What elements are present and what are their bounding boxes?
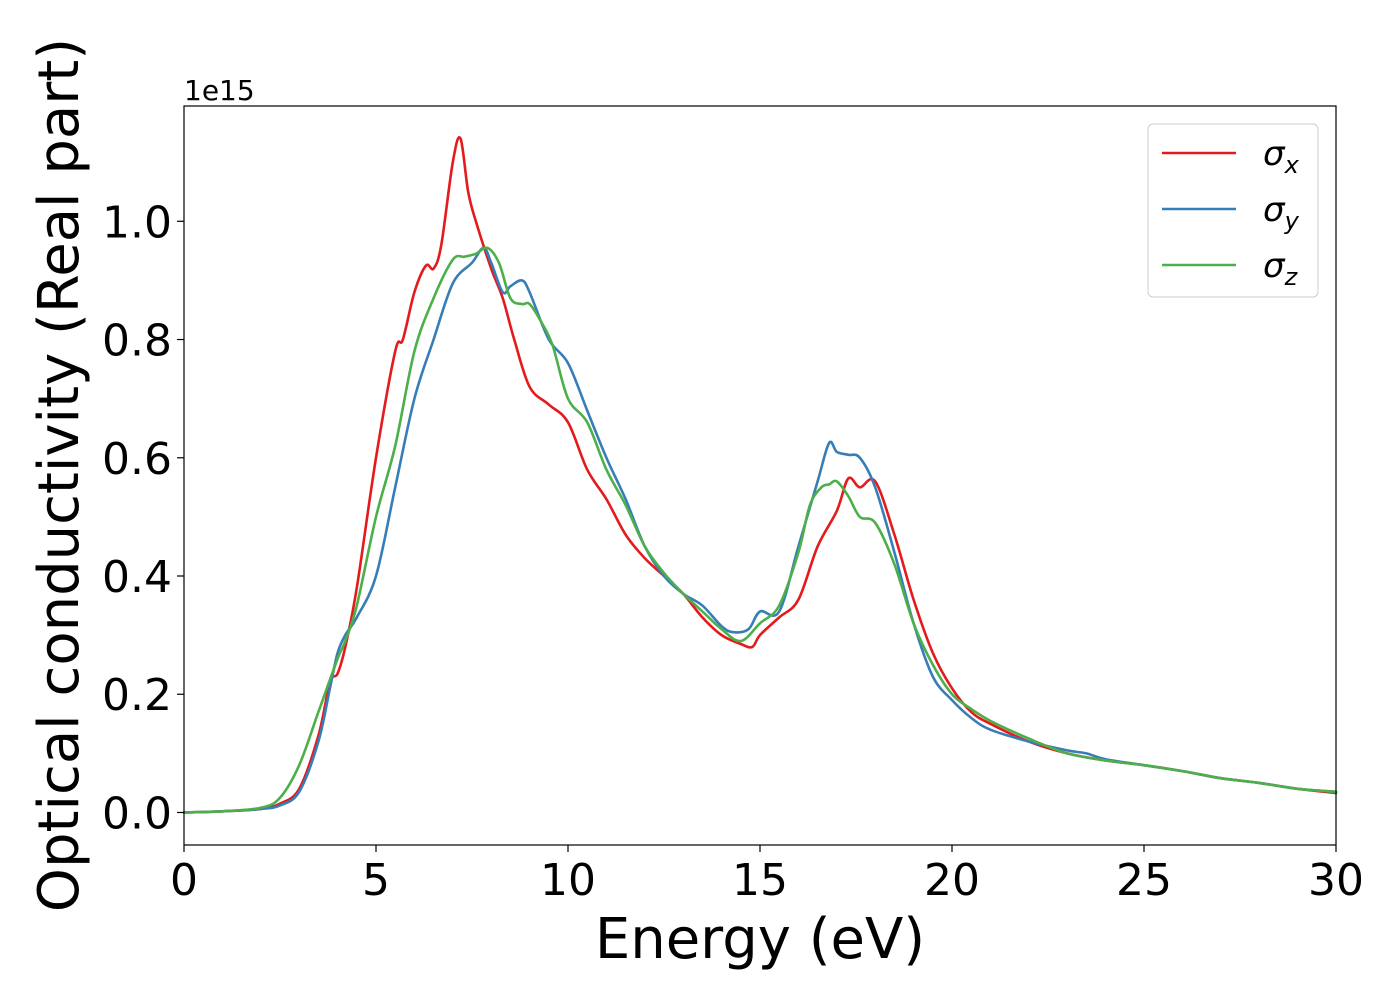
x-tick-label: 5 [362, 855, 390, 906]
plot-background [184, 106, 1336, 845]
legend-frame [1147, 123, 1319, 298]
series-layer [182, 136, 1338, 814]
y-axis-label: Optical conductivity (Real part) [27, 38, 92, 912]
y-axis-ticks: 0.0 0.2 0.4 0.6 0.8 1.0 [102, 197, 184, 839]
y-tick-label: 0.2 [102, 670, 172, 721]
series-line-z [182, 246, 1338, 814]
legend-subscript: x [1284, 151, 1300, 179]
legend-label-x: σx [1263, 134, 1300, 179]
legend-subscript: z [1284, 263, 1299, 291]
y-offset-label: 1e15 [184, 74, 255, 107]
legend-label-y: σy [1263, 190, 1300, 235]
legend-subscript: y [1284, 207, 1300, 235]
x-tick-label: 25 [1116, 855, 1172, 906]
y-tick-label: 1.0 [102, 197, 172, 248]
x-axis-label: Energy (eV) [595, 907, 925, 972]
y-tick-label: 0.0 [102, 788, 172, 839]
series-line-x [182, 136, 1338, 814]
x-axis-ticks: 0 5 10 15 20 25 30 [170, 845, 1364, 906]
legend-symbol: σ [1263, 190, 1286, 230]
legend-symbol: σ [1263, 246, 1286, 286]
x-tick-label: 15 [732, 855, 788, 906]
y-tick-label: 0.6 [102, 434, 172, 485]
x-tick-label: 0 [170, 855, 198, 906]
y-tick-label: 0.4 [102, 552, 172, 603]
legend-label-z: σz [1263, 246, 1299, 291]
legend-symbol: σ [1263, 134, 1286, 174]
x-tick-label: 10 [540, 855, 596, 906]
x-tick-label: 30 [1308, 855, 1364, 906]
y-tick-label: 0.8 [102, 316, 172, 367]
x-tick-label: 20 [924, 855, 980, 906]
